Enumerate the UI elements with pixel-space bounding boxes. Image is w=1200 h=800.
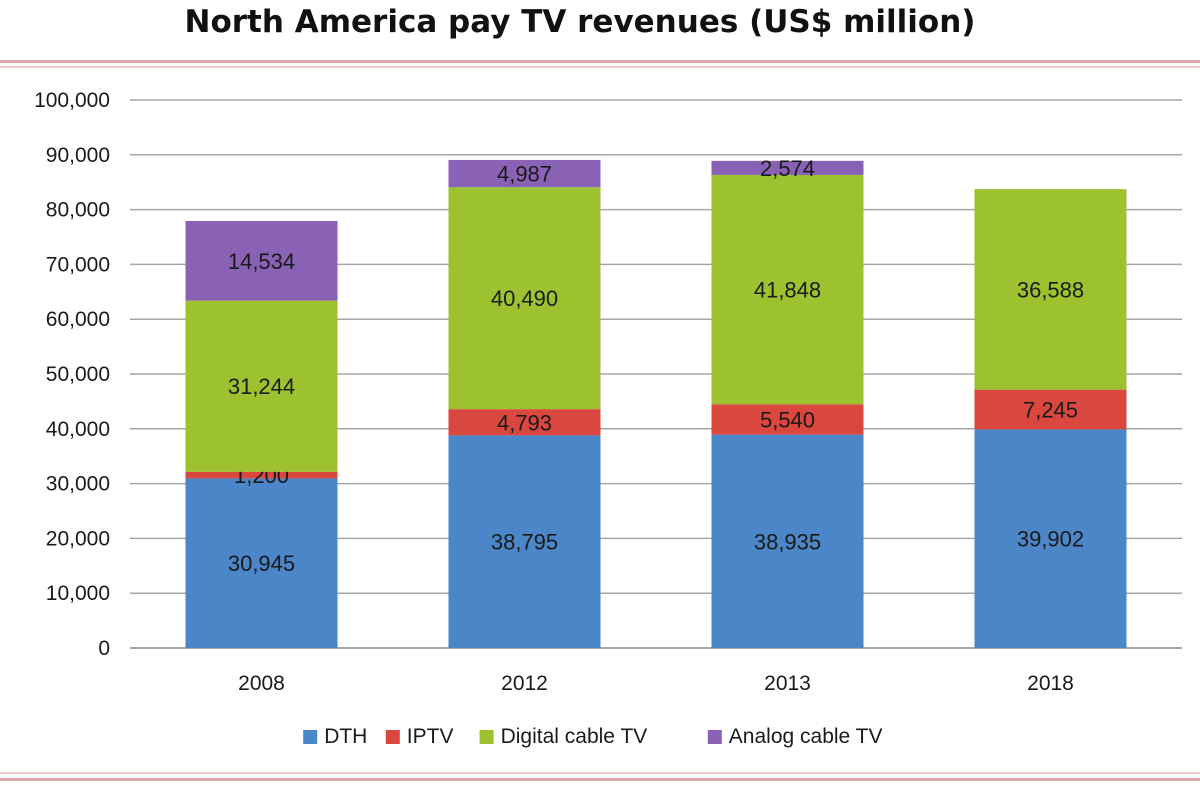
y-tick-label: 60,000 xyxy=(46,308,110,331)
data-label: 5,540 xyxy=(760,407,815,432)
bar-segment xyxy=(448,409,601,436)
y-tick-label: 10,000 xyxy=(46,582,110,605)
bar-segment xyxy=(448,187,601,410)
bar-segment xyxy=(974,429,1127,648)
legend-swatch xyxy=(385,730,400,744)
chart-title: North America pay TV revenues (US$ milli… xyxy=(184,4,976,40)
bar-segment xyxy=(448,159,601,188)
top-divider xyxy=(0,60,1200,63)
y-tick-label: 80,000 xyxy=(46,199,110,222)
data-label: 14,534 xyxy=(228,249,295,274)
bar-segment xyxy=(711,174,864,405)
bar-segment xyxy=(185,220,338,301)
y-tick-label: 0 xyxy=(98,637,110,660)
legend-swatch xyxy=(479,730,494,744)
x-tick-label: 2008 xyxy=(238,672,285,695)
data-label: 36,588 xyxy=(1017,277,1084,302)
x-tick-label: 2012 xyxy=(501,672,548,695)
data-label: 38,795 xyxy=(491,530,558,555)
data-label: 7,245 xyxy=(1023,397,1078,422)
data-label: 41,848 xyxy=(754,278,821,303)
data-label: 4,987 xyxy=(497,162,552,187)
data-label: 30,945 xyxy=(228,551,295,576)
legend-label: IPTV xyxy=(407,725,454,748)
x-tick-label: 2018 xyxy=(1027,672,1074,695)
bar-segment xyxy=(448,435,601,648)
legend-swatch xyxy=(303,730,318,744)
bar-segment xyxy=(974,389,1127,430)
y-tick-label: 40,000 xyxy=(46,418,110,441)
bar-segment xyxy=(711,160,864,175)
y-tick-label: 20,000 xyxy=(46,527,110,550)
bottom-divider xyxy=(0,778,1200,781)
x-tick-label: 2013 xyxy=(764,672,811,695)
bar-segment xyxy=(185,471,338,479)
legend-label: Digital cable TV xyxy=(501,725,648,748)
y-tick-label: 30,000 xyxy=(46,473,110,496)
data-label: 2,574 xyxy=(760,156,815,181)
y-tick-label: 50,000 xyxy=(46,363,110,386)
bar-segment xyxy=(711,434,864,648)
y-tick-label: 70,000 xyxy=(46,253,110,276)
bar-segment xyxy=(185,300,338,472)
y-tick-label: 90,000 xyxy=(46,144,110,167)
data-label: 39,902 xyxy=(1017,527,1084,552)
legend-label: DTH xyxy=(324,725,367,748)
bottom-divider-inner xyxy=(0,772,1200,774)
bar-segment xyxy=(974,189,1127,390)
top-divider-inner xyxy=(0,66,1200,68)
data-label: 4,793 xyxy=(497,410,552,435)
data-label: 40,490 xyxy=(491,286,558,311)
bar-segment xyxy=(185,478,338,648)
bar-segment xyxy=(711,404,864,435)
legend-swatch xyxy=(707,730,722,744)
legend-label: Analog cable TV xyxy=(729,725,883,748)
data-label: 38,935 xyxy=(754,529,821,554)
y-tick-label: 100,000 xyxy=(34,89,110,112)
data-label: 31,244 xyxy=(228,374,295,399)
